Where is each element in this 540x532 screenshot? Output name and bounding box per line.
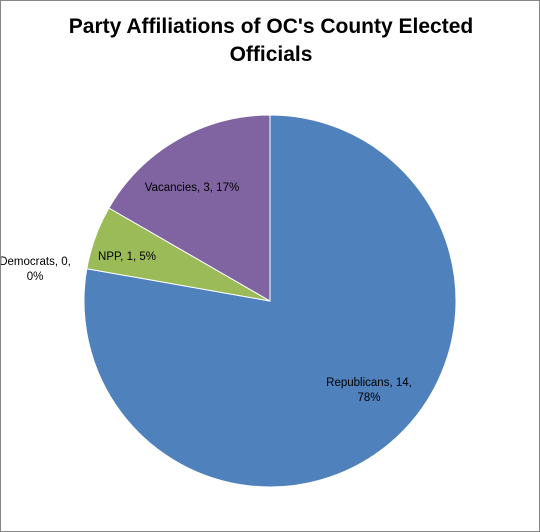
pie-slice-republicans [83, 114, 457, 488]
data-label-line: Democrats, 0, [1, 256, 71, 268]
data-label-line: 0% [27, 271, 44, 283]
data-label-line: Republicans, 14, [326, 377, 412, 389]
chart-title: Party Affiliations of OC's County Electe… [68, 15, 474, 66]
data-label-democrats: Democrats, 0, 0% [1, 256, 71, 283]
data-label-line: 78% [357, 392, 380, 404]
data-label-npp: NPP, 1, 5% [98, 251, 156, 263]
data-label-line: NPP, 1, 5% [98, 251, 156, 263]
data-label-line: Vacancies, 3, 17% [145, 182, 239, 194]
data-label-vacancies: Vacancies, 3, 17% [145, 182, 239, 194]
data-label-republicans: Republicans, 14, 78% [326, 377, 412, 404]
pie-slice-vacancies [108, 114, 271, 302]
